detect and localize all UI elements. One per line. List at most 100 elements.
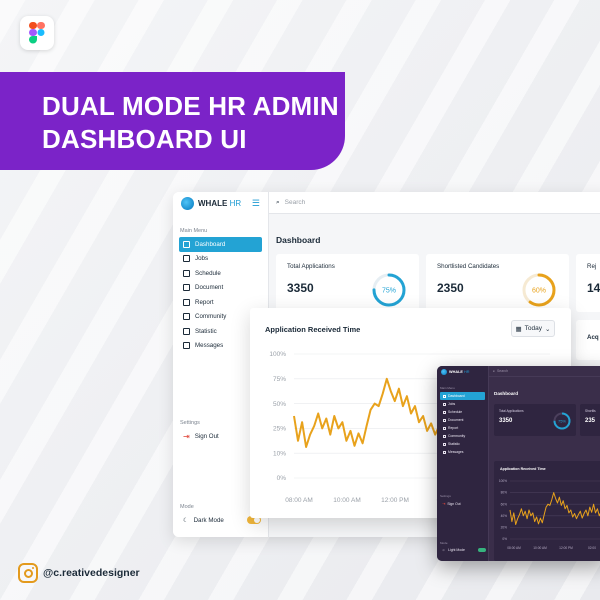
progress-ring: 75%	[553, 412, 571, 430]
date-filter-dropdown[interactable]: ▦ Today ⌄	[511, 320, 555, 337]
sidebar-item-community[interactable]: Community	[440, 432, 485, 440]
search-icon: ⌕	[493, 369, 495, 373]
ring-label: 75%	[558, 419, 566, 424]
mode-label: Mode	[180, 504, 194, 510]
hamburger-menu-icon[interactable]: ☰	[251, 197, 260, 208]
sidebar-item-messages[interactable]: Messages	[440, 448, 485, 456]
sidebar-item-report[interactable]: Report	[440, 424, 485, 432]
sign-out-button[interactable]: ⇥ Sign Out	[442, 501, 461, 506]
y-tick-label: 100%	[499, 479, 507, 483]
sidebar-item-jobs[interactable]: Jobs	[440, 400, 485, 408]
search-input[interactable]: Search	[496, 369, 509, 373]
document-icon	[183, 284, 190, 292]
dark-mode-toggle[interactable]	[247, 516, 261, 524]
brand-accent: HR	[229, 198, 242, 208]
rejected-card: Rej 14	[576, 254, 600, 312]
sign-out-label: Sign Out	[194, 433, 219, 440]
series-line	[509, 492, 600, 525]
sidebar-item-label: Schedule	[195, 269, 221, 277]
chevron-down-icon: ⌄	[545, 325, 551, 333]
sidebar-item-document[interactable]: Document	[179, 281, 262, 296]
credit: @c.reativedesigner	[18, 563, 140, 583]
chart-title: Application Received Time	[500, 467, 546, 471]
sign-out-button[interactable]: ⇥ Sign Out	[183, 432, 219, 441]
x-tick-label: 02:00	[588, 546, 596, 550]
page-title: Dashboard	[494, 391, 518, 396]
light-mode-toggle[interactable]	[478, 548, 486, 552]
shortlisted-card: Shortlis 235	[580, 404, 600, 436]
list-icon	[183, 269, 190, 277]
sidebar-item-dashboard[interactable]: Dashboard	[179, 237, 262, 252]
y-tick-label: 50%	[273, 401, 286, 408]
dark-line-chart: 100% 80% 60% 40% 20% 0% 08:00 AM 10:00 AM 12:00 …	[499, 479, 600, 550]
sidebar-item-document[interactable]: Document	[440, 416, 485, 424]
sidebar-item-label: Community	[448, 434, 466, 438]
shortlisted-card: Shortlisted Candidates 2350 60%	[426, 254, 569, 312]
progress-ring: 75%	[372, 273, 406, 307]
settings-label: Settings	[180, 420, 200, 426]
light-mode-row: ☼ Light Mode	[442, 548, 486, 552]
x-tick-label: 10:00 AM	[533, 546, 547, 550]
sidebar-item-label: Community	[195, 313, 227, 321]
y-tick-label: 40%	[501, 514, 508, 518]
search-icon: ⌕	[276, 198, 280, 206]
moon-icon: ☾	[183, 516, 189, 524]
sidebar-item-label: Jobs	[195, 255, 209, 263]
sidebar-item-label: Schedule	[448, 410, 463, 414]
card-label: Shortlis	[585, 409, 596, 413]
document-icon	[443, 418, 446, 422]
sun-icon: ☼	[442, 548, 446, 552]
message-icon	[183, 342, 190, 350]
card-label: Rej	[587, 263, 597, 270]
brand-accent: HR	[463, 369, 470, 374]
sidebar-item-jobs[interactable]: Jobs	[179, 252, 262, 267]
card-label: Shortlisted Candidates	[437, 263, 500, 270]
briefcase-icon	[183, 255, 190, 263]
sidebar-item-schedule[interactable]: Schedule	[179, 266, 262, 281]
chart-icon	[443, 442, 446, 446]
main-content: Dashboard Total Applications 3350 75% Sh…	[489, 377, 600, 561]
list-icon	[443, 410, 446, 414]
report-icon	[183, 298, 190, 306]
sidebar-item-label: Document	[195, 284, 224, 292]
credit-handle: @c.reativedesigner	[43, 567, 140, 579]
dark-dashboard: WHALE HR Main Menu Dashboard Jobs Schedu…	[437, 366, 600, 561]
x-tick-label: 08:00 AM	[507, 546, 521, 550]
chart-icon	[183, 327, 190, 335]
sidebar-item-label: Statistic	[448, 442, 460, 446]
sidebar-item-dashboard[interactable]: Dashboard	[440, 392, 485, 400]
sidebar-item-report[interactable]: Report	[179, 295, 262, 310]
dark-mode-row: ☾ Dark Mode	[183, 516, 261, 524]
sidebar-item-schedule[interactable]: Schedule	[440, 408, 485, 416]
sidebar-item-label: Messages	[195, 342, 224, 350]
sign-out-label: Sign Out	[447, 501, 461, 506]
card-value: 3350	[499, 418, 513, 424]
mode-label: Mode	[440, 541, 448, 545]
x-tick-label: 10:00 AM	[333, 497, 360, 504]
page-title: Dashboard	[276, 235, 321, 245]
side-panel: Acq	[576, 320, 600, 360]
search-input[interactable]: Search	[284, 199, 306, 206]
sidebar-item-statistic[interactable]: Statistic	[179, 324, 262, 339]
card-value: 235	[585, 418, 596, 424]
grid-icon	[443, 394, 446, 398]
sidebar-item-label: Dashboard	[195, 240, 226, 248]
y-tick-label: 100%	[269, 351, 286, 358]
brand-name: WHALE	[198, 198, 228, 208]
instagram-icon	[18, 563, 38, 583]
y-tick-label: 60%	[501, 502, 508, 506]
x-tick-label: 12:00 PM	[559, 546, 573, 550]
sign-out-icon: ⇥	[442, 501, 446, 506]
sidebar-item-community[interactable]: Community	[179, 310, 262, 325]
sidebar-item-label: Messages	[448, 450, 464, 454]
filter-value: Today	[524, 325, 543, 332]
y-tick-label: 10%	[273, 450, 286, 457]
card-value: 2350	[437, 281, 464, 295]
mode-value: Light Mode	[448, 548, 465, 552]
sidebar-item-messages[interactable]: Messages	[179, 339, 262, 354]
banner-title: DUAL MODE HR ADMIN DASHBOARD UI	[42, 91, 339, 154]
ring-label: 75%	[382, 288, 396, 295]
total-applications-card: Total Applications 3350 75%	[276, 254, 419, 312]
sidebar-item-statistic[interactable]: Statistic	[440, 440, 485, 448]
y-tick-label: 75%	[273, 376, 286, 383]
